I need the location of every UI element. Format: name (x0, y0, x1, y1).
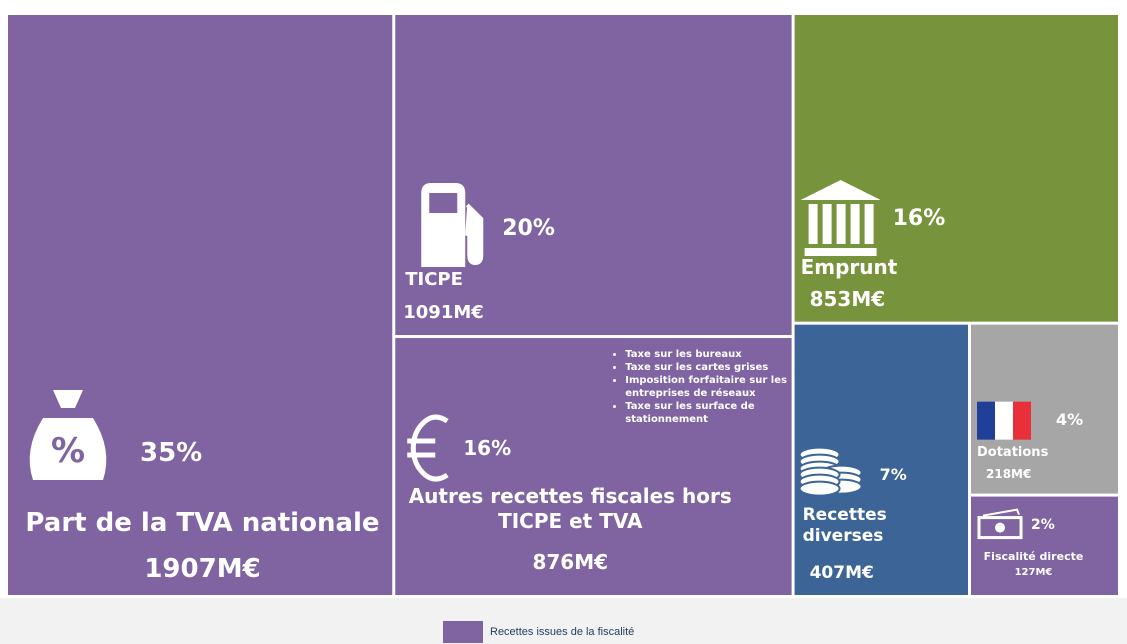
icon-bill-top (982, 508, 1020, 517)
tile-percent: 2% (1031, 516, 1055, 533)
tile-icon (800, 180, 881, 256)
tile-name: Recettes diverses (802, 504, 887, 546)
tile-amount: 1091M€ (403, 302, 484, 323)
icon-flag-blue (977, 401, 996, 440)
tile-percent: 20% (502, 216, 555, 241)
icon-bank (800, 180, 881, 256)
tile-name: Part de la TVA nationale (25, 508, 380, 538)
tile-name: Emprunt (800, 255, 898, 279)
legend-band (0, 598, 1127, 644)
tile-name: Dotations (977, 444, 1049, 460)
tile-name: Fiscalité directe (983, 549, 1084, 563)
icon-pump-window (429, 193, 458, 213)
icon-bank-column (850, 204, 860, 244)
note: Imposition forfaitaire sur les entrepris… (625, 374, 790, 400)
notes-list: Taxe sur les bureauxTaxe sur les cartes … (595, 348, 790, 426)
tile-amount: 218M€ (986, 466, 1032, 481)
icon-bank-column (808, 204, 818, 244)
icon-bank-column (822, 204, 832, 244)
icon-euro (407, 414, 449, 482)
note: Taxe sur les bureaux (625, 348, 790, 361)
icon-bank-column (836, 204, 846, 244)
tile-amount: 853M€ (809, 287, 886, 311)
note: Taxe sur les surface de stationnement (625, 400, 790, 426)
tile-icon (977, 508, 1023, 540)
icon-bill (977, 516, 1023, 540)
icon-flag-white (995, 401, 1014, 440)
tile-icon (421, 183, 484, 267)
tile-percent: 4% (1056, 409, 1084, 429)
icon-bag-symbol: % (51, 431, 85, 471)
tile-name: Autres recettes fiscales hors TICPE et T… (408, 484, 732, 534)
tile-amount: 127M€ (1014, 566, 1053, 578)
treemap-tile (395, 15, 792, 336)
note: Taxe sur les cartes grises (625, 361, 790, 374)
tile-name: TICPE (405, 269, 463, 290)
treemap-tile (395, 338, 792, 595)
tile-icon (798, 446, 863, 497)
tile-amount: 1907M€ (144, 554, 261, 584)
icon-coin (798, 480, 841, 497)
icon-bag (29, 390, 107, 480)
tile-icon: % (29, 390, 107, 480)
treemap-tile (794, 15, 1118, 322)
icon-bill-center (995, 522, 1006, 533)
tile-percent: 7% (879, 464, 907, 484)
treemap-tile (971, 496, 1118, 595)
icon-flag-red (1013, 401, 1032, 440)
tile-notes: Taxe sur les bureauxTaxe sur les cartes … (595, 348, 790, 426)
legend-swatch (443, 621, 483, 643)
tile-icon (977, 401, 1032, 440)
tile-percent: 35% (140, 438, 203, 468)
legend-label: Recettes issues de la fiscalité (490, 626, 635, 638)
icon-bank-column (864, 204, 874, 244)
tile-amount: 876M€ (532, 550, 609, 575)
tile-icon (407, 414, 449, 482)
tile-percent: 16% (463, 436, 512, 461)
tile-amount: 407M€ (809, 562, 874, 583)
treemap-tile (8, 15, 393, 595)
tile-percent: 16% (892, 206, 946, 231)
